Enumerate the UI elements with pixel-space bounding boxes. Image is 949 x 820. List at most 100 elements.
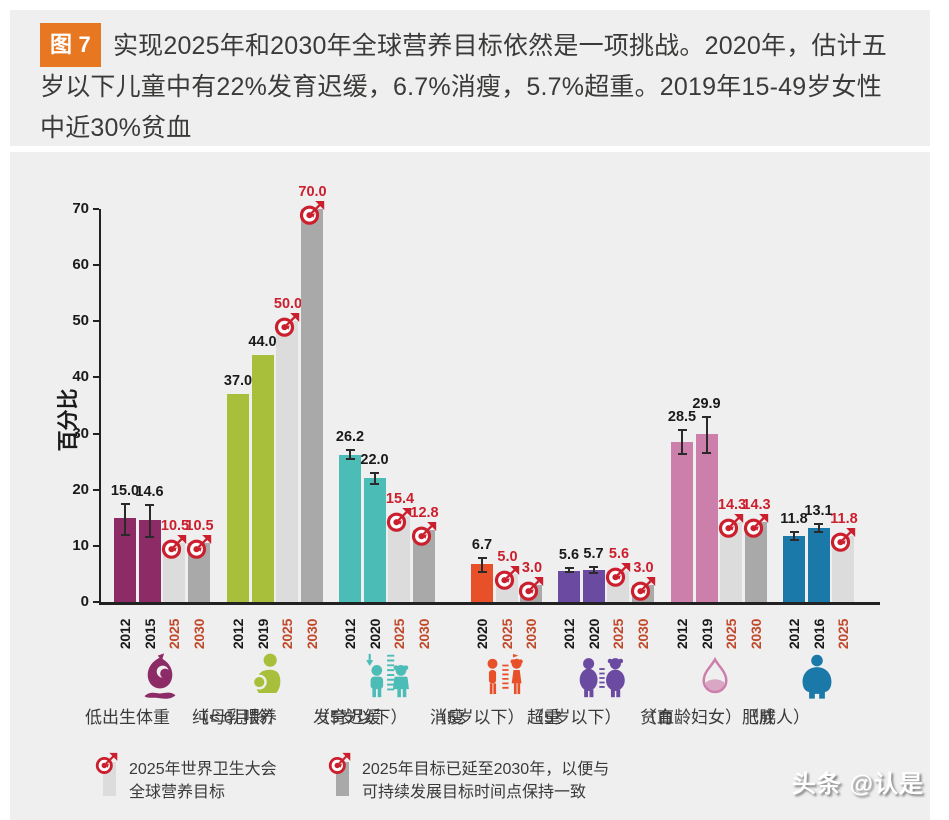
error-bar-cap [589,571,598,574]
x-tick-2012: 2012 [342,618,358,650]
y-tick-label: 10 [72,536,89,554]
target-icon [386,507,412,533]
figure-number-badge: 图 7 [40,23,101,67]
value-label: 13.1 [804,502,833,519]
y-tick-mark [93,601,99,603]
x-tick-2016: 2016 [810,618,827,650]
bar-overweight-2020 [582,570,605,602]
figure-header: 图 7 实现2025年和2030年全球营养目标依然是一项挑战。2020年，估计五岁… [10,10,930,146]
error-bar-cap [477,570,487,573]
value-label: 11.8 [780,511,808,528]
bar-anaemia-2012 [671,442,693,602]
bar-overweight-2012 [558,570,580,602]
plot-area: 0 10 20 30 40 50 60 70 15.0 2012 14.6 2015 10.5 2025… [10,152,930,820]
y-axis-label: 百分比 [57,388,80,452]
value-label: 10.5 [185,518,214,535]
value-label: 6.7 [471,536,493,553]
x-tick-2012: 2012 [786,618,802,650]
bar-obesity-2012 [783,535,805,602]
y-tick-label: 20 [72,480,89,498]
target-icon [95,752,119,776]
category-label: 发育迟缓 （5岁以下） [313,708,408,727]
value-label: 12.8 [410,505,439,522]
y-tick-mark [93,320,99,323]
x-tick-2025: 2025 [723,618,739,650]
value-label: 15.4 [385,490,415,507]
category-label: 贫血 （育龄妇女） [640,708,742,727]
target-icon [718,513,744,539]
error-bar-cap [120,533,130,536]
overweight-icon [570,649,634,703]
error-bar-cap [702,415,711,418]
x-tick-2030: 2030 [415,618,432,650]
x-tick-2012: 2012 [674,618,690,650]
x-tick-2020: 2020 [585,618,602,650]
figure-title-text: 实现2025年和2030年全球营养目标依然是一项挑战。2020年，估计五岁以下儿… [40,32,888,142]
stunting-icon [356,649,420,703]
x-tick-2015: 2015 [141,618,158,650]
figure-title: 图 7 实现2025年和2030年全球营养目标依然是一项挑战。2020年，估计五岁… [10,10,930,149]
value-label: 5.6 [558,547,580,564]
legend-text-2025: 2025年世界卫生大会 全球营养目标 [129,761,277,801]
value-label: 37.0 [223,373,253,390]
bar-obesity-2016 [807,528,830,602]
bar-breastfeeding-2030 [300,209,323,602]
bar-stunting-2012 [339,454,361,602]
bar-breastfeeding-2012 [227,394,249,602]
y-axis-line [99,209,101,604]
low-birth-weight-icon [128,649,192,703]
legend-swatch-2025 [95,752,121,798]
error-bar-cap [564,571,574,574]
target-icon [630,576,656,602]
error-bar-cap [564,567,574,570]
error-bar [681,429,683,455]
y-tick-mark [93,432,99,435]
error-bar-cap [370,471,379,474]
category-label: 纯母乳喂养 （< 6月龄） [192,708,285,727]
x-tick-2025: 2025 [835,618,851,650]
value-label: 3.0 [633,560,654,577]
error-bar [592,566,595,573]
y-tick-mark [93,208,99,211]
x-tick-2012: 2012 [117,618,133,650]
error-bar-cap [477,556,487,559]
error-bar-cap [814,530,823,533]
watermark: 头条 @认是 [791,771,924,798]
y-tick-label: 70 [72,200,89,218]
value-label: 28.5 [667,408,697,425]
y-tick-label: 30 [72,424,89,442]
target-icon [161,534,187,560]
error-bar [481,557,483,572]
legend-item-wha-target: 2025年世界卫生大会 全球营养目标 [95,752,277,804]
x-tick-2019: 2019 [698,618,715,650]
error-bar [373,472,376,485]
x-tick-2012: 2012 [230,618,246,650]
bar-anaemia-2030 [744,521,767,602]
target-icon [328,752,352,776]
category-label: 低出生体重 [85,708,170,727]
x-tick-2025: 2025 [610,618,626,650]
target-icon [186,534,212,560]
bar-anaemia-2019 [695,434,718,602]
x-tick-2025: 2025 [166,618,182,650]
x-tick-2012: 2012 [561,618,577,650]
error-bar-cap [345,457,355,460]
target-icon [830,527,856,553]
bar-low-birth-weight-2012 [114,517,136,602]
x-tick-2030: 2030 [523,618,539,650]
bar-obesity-2025 [832,535,854,602]
legend-swatch-2030 [328,752,354,798]
bar-stunting-2020 [363,478,386,602]
x-tick-2025: 2025 [498,618,515,650]
bar-breastfeeding-2025 [276,321,298,602]
y-tick-label: 40 [72,368,89,386]
y-tick-mark [93,544,99,547]
error-bar-cap [702,451,711,454]
legend-text-2030: 2025年目标已延至2030年，以便与 可持续发展目标时间点保持一致 [362,761,610,801]
x-tick-2030: 2030 [303,618,320,650]
anaemia-icon [683,649,747,703]
category-label: 肥胖 （成人） [742,708,810,727]
error-bar [148,505,151,537]
error-bar-cap [145,504,154,507]
error-bar [568,568,570,573]
